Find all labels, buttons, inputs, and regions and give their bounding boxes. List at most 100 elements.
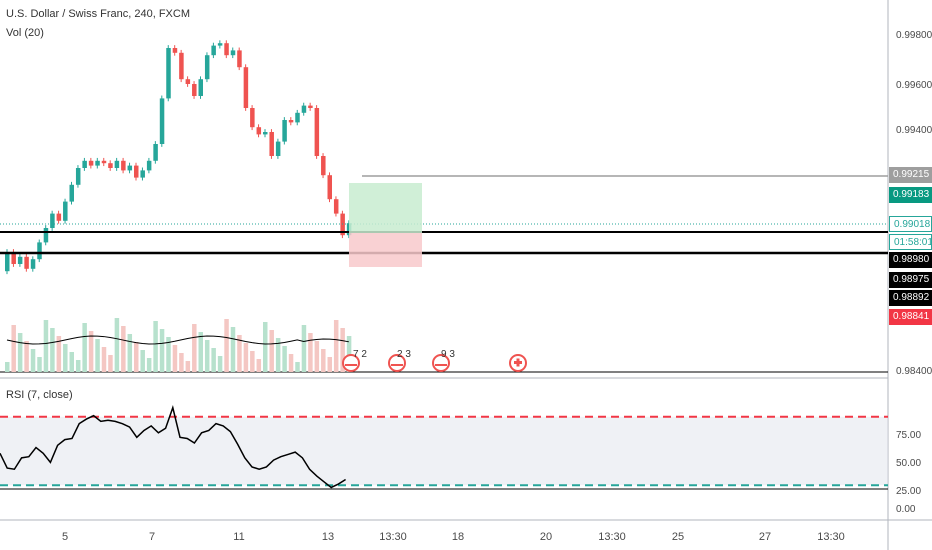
rsi-band [0, 416, 888, 486]
volume-bar [146, 358, 152, 372]
candle-body [101, 160, 107, 164]
symbol-title: U.S. Dollar / Swiss Franc, 240, FXCM [6, 8, 190, 20]
candle-body [50, 213, 55, 228]
time-tick: 13:30 [598, 531, 626, 543]
volume-bar [340, 328, 345, 372]
candle-body [5, 252, 10, 272]
candle-body [179, 52, 184, 80]
time-tick: 25 [671, 531, 685, 543]
candle-body [56, 213, 62, 221]
price-candles [5, 40, 352, 275]
volume-bar [82, 323, 87, 372]
volume-bar [346, 336, 352, 372]
time-tick: 18 [451, 531, 465, 543]
support-line-tag: 0.98980 [889, 252, 932, 268]
rsi-tick: 75.00 [896, 430, 922, 441]
candle-body [204, 55, 210, 80]
candle-body [114, 160, 120, 168]
profit-zone [349, 183, 422, 233]
volume-bar [69, 352, 74, 372]
candle-body [256, 127, 262, 135]
volume-bar [288, 354, 294, 372]
candle-body [295, 112, 300, 123]
candle-body [134, 165, 139, 178]
rsi-tick: 0.00 [896, 504, 916, 515]
volume-bar [5, 362, 10, 372]
volume-bar [56, 336, 62, 372]
candle-body [159, 98, 165, 144]
loss-zone [349, 233, 422, 267]
rsi-pane [0, 405, 888, 490]
price-tick: 0.99800 [896, 30, 932, 41]
candle-body [63, 201, 68, 221]
candle-body [172, 48, 178, 53]
volume-bar [101, 347, 107, 372]
candle-body [11, 252, 16, 264]
stop-loss-tag: 0.98841 [889, 309, 932, 325]
volume-bars [5, 318, 352, 372]
candle-body [217, 43, 223, 46]
candle-body [140, 170, 145, 178]
rsi-line [0, 405, 347, 489]
volume-bar [198, 332, 203, 372]
volume-bar [63, 344, 68, 372]
volume-bar [179, 353, 184, 372]
volume-bar [327, 357, 332, 372]
volume-bar [166, 337, 171, 372]
volume-bar [314, 341, 320, 372]
candle-body [192, 84, 197, 96]
time-tick: 7 [148, 531, 156, 543]
volume-bar [121, 326, 126, 372]
flag-stripe [345, 364, 357, 366]
time-tick: 13:30 [817, 531, 845, 543]
volume-bar [243, 343, 249, 372]
time-tick: 13 [321, 531, 335, 543]
volume-bar [88, 331, 94, 372]
candle-body [230, 50, 236, 56]
candle-body [327, 175, 332, 200]
candle-body [269, 132, 274, 156]
candle-body [121, 160, 126, 171]
volume-bar [211, 348, 216, 372]
candle-body [211, 45, 216, 56]
volume-bar [275, 338, 281, 372]
volume-bar [17, 333, 23, 372]
candle-body [95, 160, 100, 166]
candle-body [282, 120, 287, 142]
event-label: 7 2 [353, 349, 367, 360]
volume-bar [114, 318, 120, 372]
candle-body [275, 141, 281, 156]
volume-bar [224, 319, 229, 372]
rsi-tick: 50.00 [896, 458, 922, 469]
rsi-tick: 25.00 [896, 486, 922, 497]
candle-body [43, 228, 49, 243]
volume-bar [127, 334, 133, 372]
volume-bar [159, 329, 165, 372]
volume-bar [11, 325, 16, 372]
volume-bar [237, 335, 242, 372]
candle-body [82, 160, 87, 168]
chart-overlays [0, 175, 888, 372]
candle-body [301, 105, 307, 113]
volume-bar [230, 327, 236, 372]
candle-body [198, 79, 203, 96]
candle-body [127, 165, 133, 171]
event-label: 9 3 [441, 349, 455, 360]
price-tick: 0.98400 [896, 366, 932, 377]
candle-body [146, 160, 152, 171]
volume-bar [95, 339, 100, 372]
time-tick: 13:30 [379, 531, 407, 543]
us-flag-icon [342, 354, 360, 372]
volume-bar [250, 351, 255, 372]
volume-bar [50, 328, 55, 372]
candle-body [263, 132, 268, 135]
candle-body [166, 48, 171, 99]
last-price-tag: 0.99018 [889, 216, 932, 232]
volume-bar [256, 359, 262, 372]
countdown-tag: 01:58:01 [889, 234, 932, 250]
volume-bar [75, 360, 81, 372]
candle-body [17, 256, 23, 264]
candle-body [185, 79, 191, 84]
volume-bar [308, 333, 313, 372]
